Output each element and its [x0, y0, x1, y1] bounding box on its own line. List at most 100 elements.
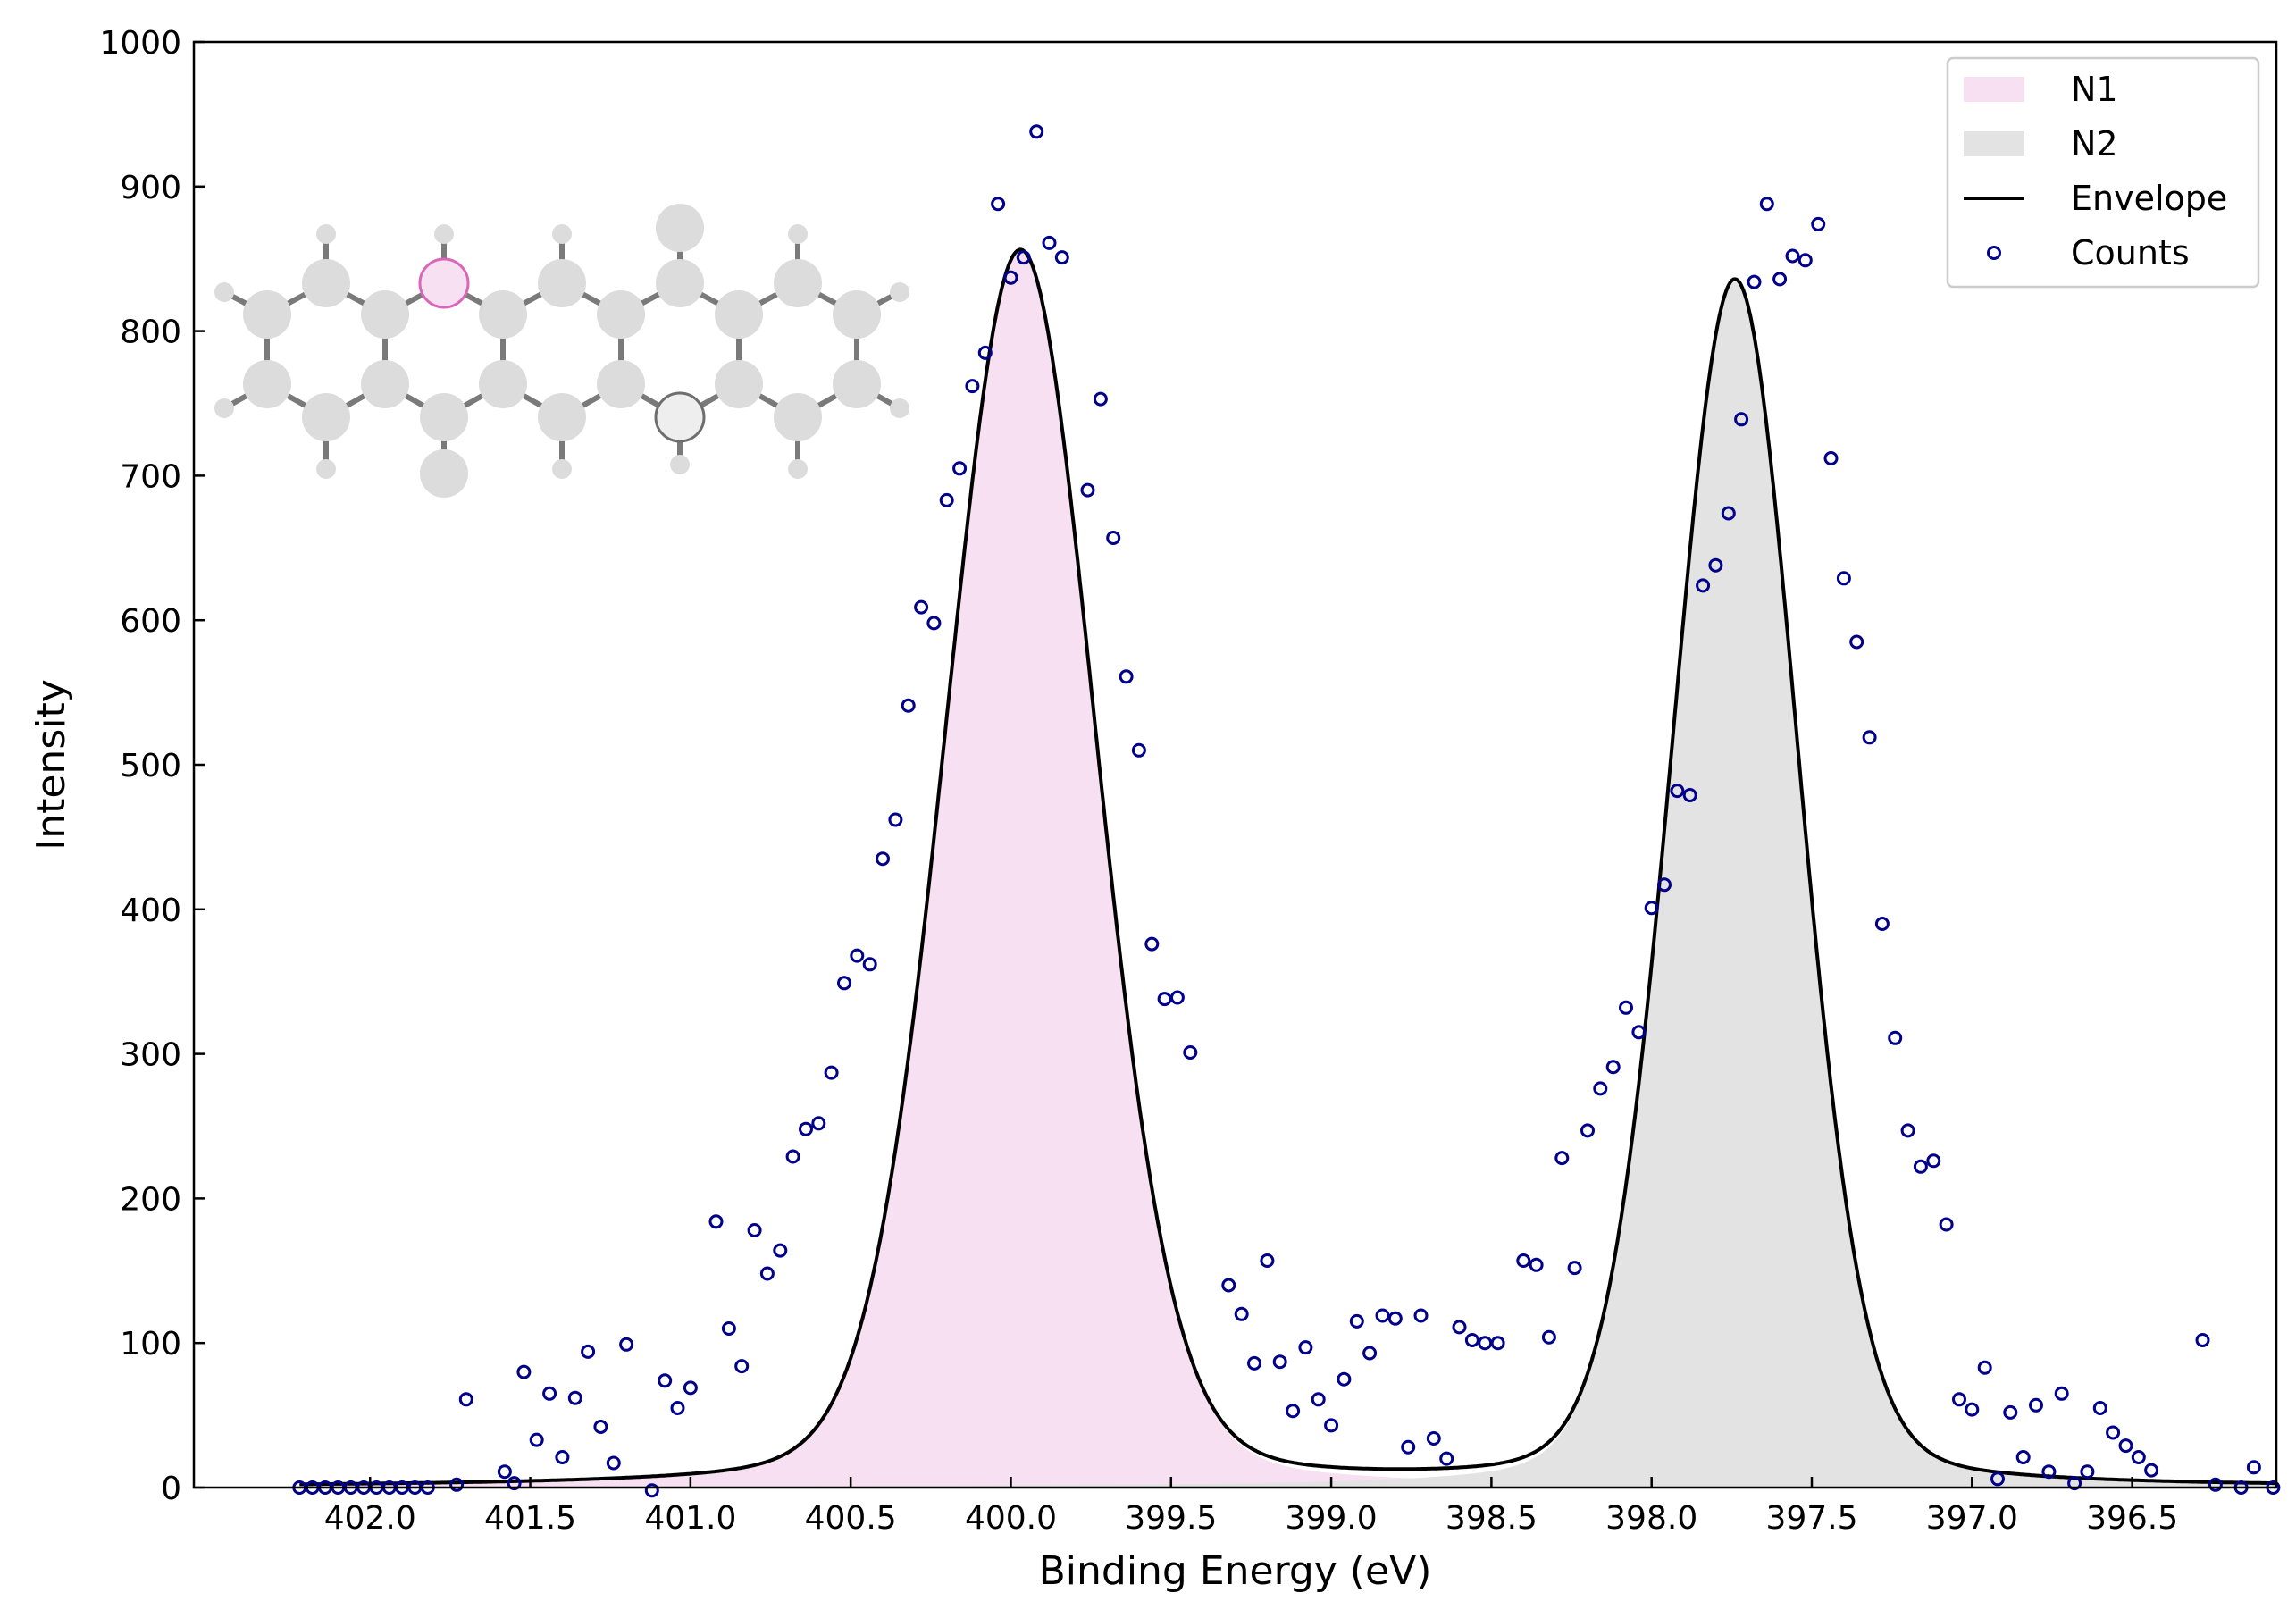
count-point: [1401, 1439, 1416, 1455]
count-point: [1593, 1081, 1608, 1096]
count-point: [1836, 571, 1851, 586]
molecule-atom-n2: [654, 391, 706, 443]
count-point: [1029, 124, 1044, 139]
molecule-hydrogen: [434, 224, 454, 244]
envelope-layer: [299, 247, 2276, 1487]
count-point: [2015, 1450, 2031, 1464]
count-point: [721, 1321, 736, 1336]
count-point: [1605, 1060, 1621, 1075]
count-point: [555, 1450, 570, 1464]
count-point: [1452, 1320, 1467, 1335]
y-tick-label: 1000: [99, 25, 181, 62]
molecule-atom: [833, 360, 881, 408]
envelope-line: [299, 247, 2276, 1487]
count-point: [507, 1476, 522, 1491]
count-point: [1619, 1000, 1633, 1015]
count-point: [926, 616, 942, 631]
legend-label: Counts: [2071, 233, 2190, 272]
count-point: [1734, 412, 1749, 427]
count-point: [2144, 1463, 2159, 1478]
x-tick-label: 397.0: [1926, 1500, 2018, 1537]
count-point: [529, 1432, 544, 1447]
molecule-hydrogen: [890, 398, 909, 418]
count-point: [2067, 1476, 2082, 1491]
count-point: [1849, 634, 1864, 650]
y-tick-label: 200: [120, 1181, 181, 1218]
count-point: [1144, 936, 1160, 952]
legend-label: Envelope: [2071, 179, 2227, 218]
count-point: [1990, 1471, 2005, 1487]
count-point: [1272, 1354, 1287, 1370]
count-point: [1913, 1159, 1928, 1174]
x-tick-label: 401.0: [644, 1500, 736, 1537]
x-tick-label: 398.5: [1445, 1500, 1538, 1537]
count-point: [1644, 901, 1659, 916]
count-point: [683, 1380, 698, 1396]
count-point: [2131, 1450, 2146, 1464]
count-point: [1811, 216, 1826, 231]
count-point: [977, 345, 993, 360]
count-point: [1772, 272, 1788, 287]
count-point: [862, 957, 877, 972]
count-point: [850, 948, 865, 963]
y-tick-label: 100: [120, 1326, 181, 1362]
count-point: [1298, 1340, 1313, 1355]
count-point: [1862, 730, 1877, 745]
x-tick-label: 399.0: [1286, 1500, 1378, 1537]
count-point: [606, 1455, 621, 1471]
count-point: [1054, 250, 1069, 265]
count-point: [1080, 482, 1095, 498]
count-point: [1324, 1418, 1339, 1433]
molecule-atom: [243, 290, 291, 339]
y-tick-label: 500: [120, 748, 181, 784]
legend-box: [1946, 56, 2260, 289]
count-point: [1413, 1308, 1429, 1323]
molecule-atom-n1: [418, 257, 470, 309]
molecule-hydrogen: [316, 224, 336, 244]
count-point: [939, 492, 954, 507]
y-axis-label: Intensity: [29, 679, 74, 851]
y-tick-label: 600: [120, 603, 181, 640]
x-tick-label: 399.5: [1125, 1500, 1217, 1537]
count-point: [1042, 235, 1057, 250]
count-point: [876, 851, 890, 867]
molecule-atom: [656, 259, 704, 307]
molecule-atom: [597, 290, 645, 339]
count-point: [1119, 669, 1134, 684]
count-point: [1977, 1360, 1992, 1375]
count-point: [658, 1373, 673, 1388]
count-point: [1567, 1261, 1582, 1276]
molecule-atom: [597, 360, 645, 408]
count-point: [670, 1401, 685, 1415]
count-point: [1631, 1025, 1647, 1040]
count-point: [2029, 1397, 2043, 1413]
count-point: [2054, 1386, 2069, 1401]
count-point: [1221, 1278, 1236, 1293]
molecule-atom: [361, 290, 409, 339]
legend-swatch-counts: [1987, 246, 2001, 260]
count-point: [1785, 248, 1800, 264]
count-point: [785, 1149, 800, 1164]
count-point: [1926, 1153, 1941, 1169]
legend-swatch-n2: [1964, 131, 2024, 156]
counts-layer: [292, 124, 2281, 1498]
count-point: [449, 1477, 465, 1492]
legend-swatch-n1: [1964, 77, 2024, 102]
count-point: [1337, 1371, 1352, 1387]
molecule-atom: [538, 259, 586, 307]
count-point: [1464, 1333, 1479, 1347]
count-point: [1670, 784, 1685, 799]
x-tick-label: 402.0: [324, 1500, 416, 1537]
molecule-atom: [715, 360, 763, 408]
molecule-hydrogen: [214, 282, 234, 302]
x-tick-label: 401.5: [484, 1500, 576, 1537]
x-tick-label: 397.5: [1765, 1500, 1857, 1537]
count-point: [991, 197, 1006, 212]
count-point: [1580, 1123, 1595, 1138]
molecule-hydrogen: [890, 282, 909, 302]
count-point: [1375, 1308, 1390, 1323]
count-point: [1721, 506, 1736, 521]
count-point: [1439, 1451, 1454, 1466]
legend-label: N1: [2071, 70, 2118, 109]
